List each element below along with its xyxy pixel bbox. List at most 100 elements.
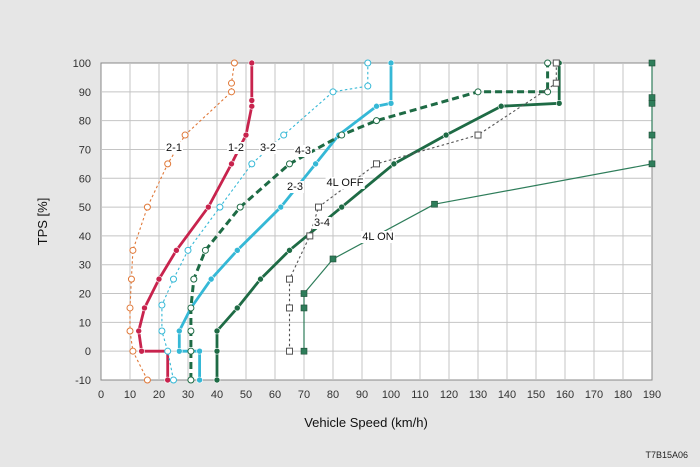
x-tick-label: 70 — [298, 389, 310, 401]
data-point — [230, 59, 238, 67]
y-tick-label: 40 — [79, 231, 91, 243]
series-2-1 — [126, 59, 238, 384]
data-point — [216, 203, 224, 211]
data-point — [497, 102, 505, 110]
data-point — [552, 59, 560, 67]
data-point — [164, 376, 171, 384]
data-point — [364, 59, 372, 67]
x-tick-label: 80 — [327, 389, 339, 401]
data-point — [138, 347, 145, 355]
data-point — [248, 97, 256, 104]
data-point — [213, 327, 221, 335]
x-tick-label: 60 — [269, 389, 281, 401]
data-point — [155, 275, 163, 283]
x-tick-label: 180 — [614, 389, 632, 401]
data-point — [190, 275, 198, 283]
series-3-2 — [158, 59, 372, 384]
data-point — [315, 203, 322, 211]
data-point — [141, 304, 148, 312]
data-point — [286, 275, 293, 283]
y-tick-label: 50 — [79, 202, 91, 214]
x-tick-label: 40 — [211, 389, 223, 401]
data-point — [248, 59, 256, 67]
curve-label: 4L OFF — [327, 177, 364, 189]
data-point — [242, 131, 250, 139]
y-tick-label: 10 — [79, 317, 91, 329]
data-point — [228, 160, 235, 168]
x-tick-label: 190 — [643, 389, 661, 401]
data-point — [338, 203, 346, 211]
data-point — [387, 59, 395, 67]
curve-label: 3-4 — [314, 217, 330, 229]
y-tick-label: 70 — [79, 144, 91, 156]
x-tick-label: 0 — [98, 389, 104, 401]
data-point — [648, 131, 656, 139]
series-layer — [126, 59, 656, 384]
data-point — [170, 275, 177, 283]
curve-label: 4-3 — [295, 145, 311, 157]
x-tick-label: 150 — [527, 389, 545, 401]
data-point — [158, 301, 166, 309]
data-point — [187, 376, 195, 384]
data-point — [248, 160, 256, 168]
data-point — [176, 327, 183, 335]
y-tick-label: -10 — [75, 375, 91, 387]
data-point — [143, 203, 151, 211]
data-point — [126, 304, 134, 312]
data-point — [442, 131, 450, 139]
data-point — [312, 160, 319, 168]
data-point — [187, 304, 195, 312]
series-4l-off — [286, 59, 560, 355]
data-point — [280, 131, 288, 139]
data-point — [257, 275, 264, 283]
data-point — [286, 304, 293, 312]
curve-label-bg — [286, 181, 304, 193]
y-tick-label: 0 — [85, 346, 91, 358]
data-point — [277, 203, 285, 211]
data-point — [181, 131, 189, 139]
data-point — [187, 327, 195, 335]
data-point — [300, 290, 308, 297]
data-point — [126, 327, 134, 335]
curve-label-bg — [325, 177, 365, 189]
data-point — [286, 247, 293, 254]
data-point — [207, 275, 215, 283]
axes: 0 10 20 30 40 50 60 70 80 90 100 110 120 130 140 150 160… — [35, 58, 688, 460]
data-point — [228, 79, 235, 87]
y-tick-label: 90 — [79, 87, 91, 99]
curve-labels: 2-1 1-2 3-2 2-3 4-3 3-4 4L OFF 4L ON — [165, 142, 395, 243]
data-point — [286, 160, 293, 168]
curve-label: 2-3 — [287, 181, 303, 193]
data-point — [300, 304, 308, 312]
x-axis-title: Vehicle Speed (km/h) — [304, 415, 428, 430]
x-tick-label: 90 — [356, 389, 368, 401]
curve-label-bg — [313, 217, 331, 229]
data-point — [176, 347, 183, 355]
data-point — [187, 347, 195, 355]
curve-label: 1-2 — [228, 142, 244, 154]
data-point — [164, 160, 172, 168]
x-tick-label: 140 — [498, 389, 516, 401]
data-point — [213, 347, 221, 355]
x-tick-label: 130 — [469, 389, 487, 401]
data-point — [129, 246, 137, 254]
data-point — [201, 246, 209, 254]
figure-code: T7B15A06 — [645, 450, 688, 460]
data-point — [329, 255, 337, 263]
y-tick-label: 20 — [79, 289, 91, 301]
data-point — [164, 347, 172, 355]
y-tick-label: 80 — [79, 116, 91, 128]
curve-label-bg — [227, 142, 245, 154]
curve-label: 4L ON — [362, 231, 393, 243]
x-tick-label: 20 — [153, 389, 165, 401]
y-tick-label: 60 — [79, 173, 91, 185]
data-point — [173, 247, 180, 254]
data-point — [236, 203, 244, 211]
data-point — [552, 79, 560, 87]
x-tick-label: 100 — [382, 389, 400, 401]
y-axis-title: TPS [%] — [35, 198, 50, 246]
data-point — [129, 347, 137, 355]
data-point — [474, 131, 482, 139]
